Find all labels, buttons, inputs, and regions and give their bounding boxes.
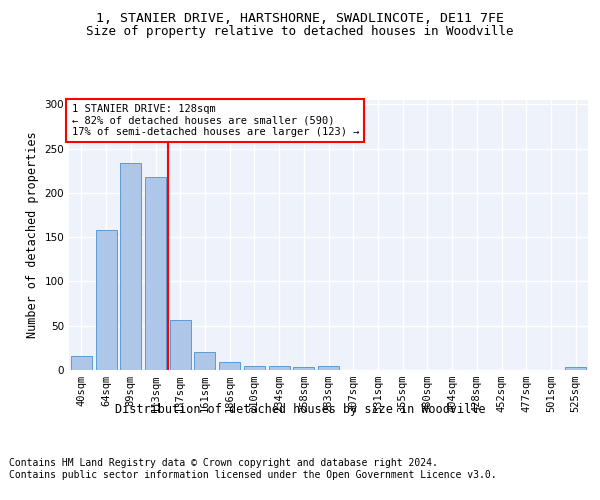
Bar <box>71 356 92 370</box>
Bar <box>120 163 141 370</box>
Bar <box>244 366 265 370</box>
Bar <box>145 177 166 370</box>
Text: 1 STANIER DRIVE: 128sqm
← 82% of detached houses are smaller (590)
17% of semi-d: 1 STANIER DRIVE: 128sqm ← 82% of detache… <box>71 104 359 137</box>
Text: Size of property relative to detached houses in Woodville: Size of property relative to detached ho… <box>86 25 514 38</box>
Bar <box>269 366 290 370</box>
Bar <box>170 320 191 370</box>
Bar <box>293 368 314 370</box>
Text: Contains HM Land Registry data © Crown copyright and database right 2024.: Contains HM Land Registry data © Crown c… <box>9 458 438 468</box>
Text: 1, STANIER DRIVE, HARTSHORNE, SWADLINCOTE, DE11 7FE: 1, STANIER DRIVE, HARTSHORNE, SWADLINCOT… <box>96 12 504 26</box>
Y-axis label: Number of detached properties: Number of detached properties <box>26 132 39 338</box>
Bar <box>194 352 215 370</box>
Bar <box>95 230 116 370</box>
Text: Distribution of detached houses by size in Woodville: Distribution of detached houses by size … <box>115 402 485 415</box>
Bar <box>565 368 586 370</box>
Bar <box>318 366 339 370</box>
Text: Contains public sector information licensed under the Open Government Licence v3: Contains public sector information licen… <box>9 470 497 480</box>
Bar <box>219 362 240 370</box>
